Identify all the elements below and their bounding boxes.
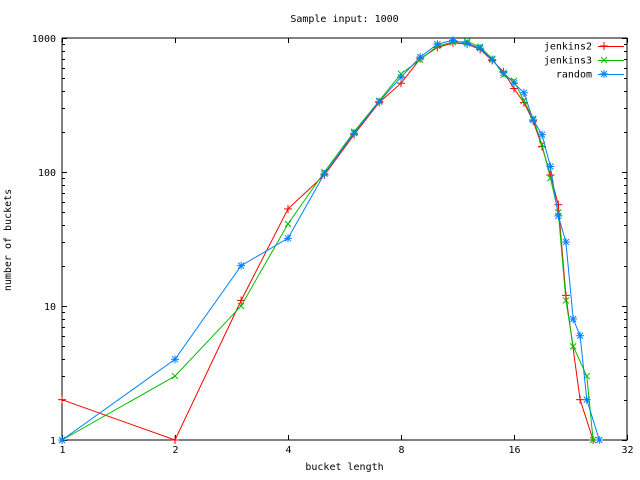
series-line-jenkins2	[61, 42, 594, 441]
y-tick-label: 100	[38, 168, 56, 179]
asterisk-marker	[600, 70, 608, 78]
y-tick-label: 10	[44, 302, 56, 313]
cross-marker	[589, 436, 597, 444]
legend-label-jenkins2: jenkins2	[544, 42, 592, 53]
asterisk-marker	[476, 44, 485, 53]
y-axis-label: number of buckets	[3, 189, 14, 291]
asterisk-marker	[546, 162, 555, 171]
asterisk-marker	[510, 79, 518, 88]
asterisk-marker	[375, 97, 384, 106]
asterisk-marker	[569, 314, 578, 323]
plus-marker	[58, 395, 66, 404]
y-tick-label: 1000	[32, 34, 56, 45]
asterisk-marker	[576, 331, 585, 340]
asterisk-marker	[58, 436, 66, 444]
cross-marker	[237, 302, 245, 310]
series-line-jenkins3	[61, 41, 594, 441]
x-tick-label: 1	[59, 445, 65, 456]
asterisk-marker	[416, 53, 425, 62]
plus-marker	[171, 436, 179, 444]
asterisk-marker	[538, 130, 547, 139]
asterisk-marker	[561, 238, 570, 247]
asterisk-marker	[488, 55, 497, 64]
plus-marker	[554, 200, 563, 209]
x-tick-label: 8	[398, 445, 404, 456]
cross-marker	[562, 297, 570, 304]
asterisk-marker	[284, 234, 292, 243]
asterisk-marker	[397, 73, 405, 82]
asterisk-marker	[320, 169, 329, 178]
cross-marker	[171, 372, 179, 380]
legend-label-jenkins3: jenkins3	[544, 56, 592, 67]
asterisk-marker	[448, 36, 457, 45]
x-tick-label: 2	[172, 445, 178, 456]
plus-marker	[600, 42, 608, 50]
asterisk-marker	[582, 395, 591, 404]
asterisk-marker	[463, 39, 472, 48]
legend-label-random: random	[556, 70, 592, 81]
x-tick-label: 4	[285, 445, 291, 456]
asterisk-marker	[237, 261, 246, 270]
asterisk-marker	[595, 436, 604, 444]
x-tick-label: 16	[508, 445, 520, 456]
x-tick-label: 32	[621, 445, 633, 456]
asterisk-marker	[554, 211, 563, 220]
chart-title: Sample input: 1000	[290, 14, 398, 25]
plot-border	[61, 37, 628, 441]
cross-marker	[284, 220, 292, 228]
x-axis-label: bucket length	[305, 462, 383, 473]
cross-marker	[600, 56, 608, 64]
asterisk-marker	[529, 115, 538, 124]
plus-marker	[284, 204, 292, 213]
y-tick-label: 1	[50, 436, 56, 447]
asterisk-marker	[433, 40, 442, 49]
asterisk-marker	[171, 355, 179, 364]
cross-marker	[569, 342, 577, 350]
asterisk-marker	[350, 129, 359, 138]
asterisk-marker	[499, 68, 508, 77]
series-line-random	[61, 39, 600, 441]
asterisk-marker	[519, 88, 528, 97]
